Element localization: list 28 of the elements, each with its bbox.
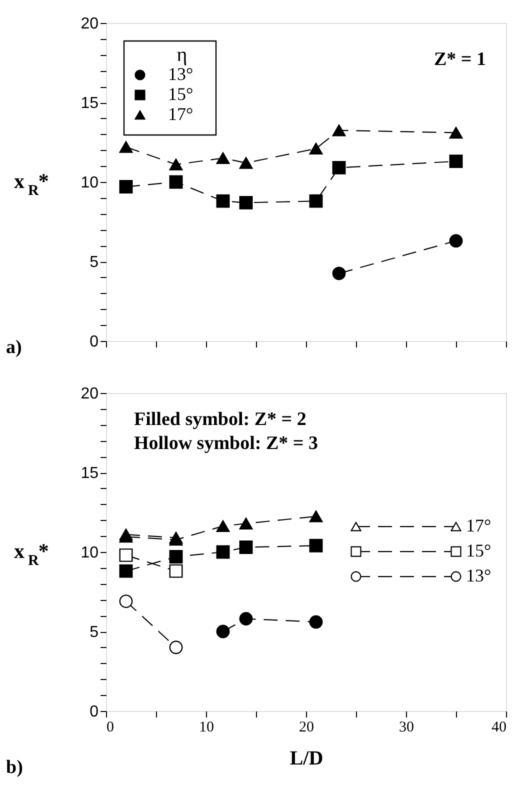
y-tick-label: 10 xyxy=(80,174,99,192)
x-tick-label: 0 xyxy=(106,720,114,736)
y-tick-label: 5 xyxy=(90,624,99,641)
x-tick-label: 40 xyxy=(492,720,506,736)
legend-label: 13° xyxy=(168,64,194,84)
legend-label: 17° xyxy=(466,516,492,536)
legend-title: η xyxy=(176,44,188,66)
x-tick-label: 10 xyxy=(199,720,214,736)
y-tick-label: 15 xyxy=(80,465,99,482)
annotation: Filled symbol: Z* = 2 xyxy=(134,409,306,430)
x-tick-label: 30 xyxy=(399,720,414,736)
text: b) xyxy=(6,757,23,778)
legend-label: 17° xyxy=(168,104,194,124)
y-tick-label: 0 xyxy=(90,704,99,720)
x-tick-label: 20 xyxy=(299,720,314,736)
y-tick-label: 20 xyxy=(80,386,99,402)
legend-label: 13° xyxy=(466,566,492,586)
annotation: Z* = 1 xyxy=(434,49,486,70)
text: a) xyxy=(6,337,22,358)
y-tick-label: 10 xyxy=(80,544,99,562)
annotation: Hollow symbol: Z* = 3 xyxy=(134,433,318,454)
y-tick-label: 20 xyxy=(80,16,99,32)
y-tick-label: 0 xyxy=(90,334,99,350)
y-tick-label: 15 xyxy=(80,95,99,112)
legend-label: 15° xyxy=(168,84,194,104)
x-axis-title: L/D xyxy=(290,748,324,770)
legend-label: 15° xyxy=(466,540,492,561)
y-tick-label: 5 xyxy=(90,254,99,271)
